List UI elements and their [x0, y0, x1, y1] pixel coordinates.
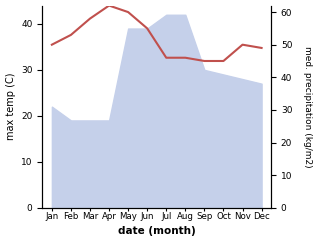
X-axis label: date (month): date (month) — [118, 227, 196, 236]
Y-axis label: max temp (C): max temp (C) — [5, 73, 16, 140]
Y-axis label: med. precipitation (kg/m2): med. precipitation (kg/m2) — [303, 46, 313, 167]
